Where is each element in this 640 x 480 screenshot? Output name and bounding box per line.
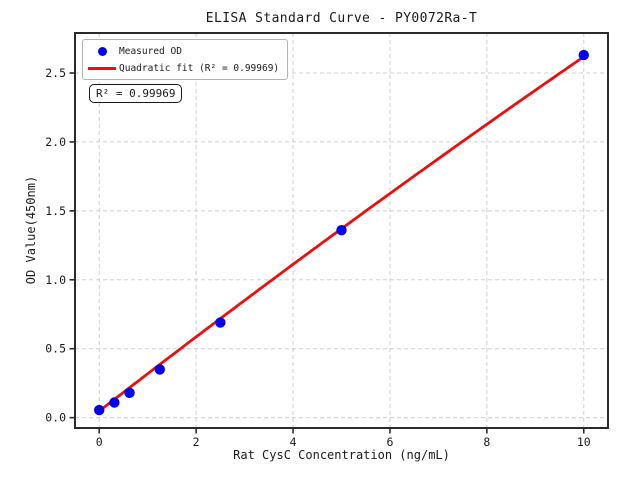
legend-item-quadratic-fit: Quadratic fit (R² = 0.99969) <box>85 61 279 75</box>
x-tick-label: 4 <box>290 435 297 449</box>
y-tick-label: 0.5 <box>45 342 66 356</box>
data-point <box>109 397 120 408</box>
data-point <box>336 224 347 236</box>
x-tick-label: 8 <box>483 435 490 449</box>
scatter-marker-icon <box>97 46 107 56</box>
x-tick-label: 6 <box>386 435 393 449</box>
r-squared-annotation: R² = 0.99969 <box>89 84 183 103</box>
legend: Measured OD Quadratic fit (R² = 0.99969) <box>82 39 289 80</box>
plot-border <box>74 32 609 429</box>
x-tick-label: 0 <box>96 435 103 449</box>
y-tick-label: 0.0 <box>45 411 66 425</box>
chart-title: ELISA Standard Curve - PY0072Ra-T <box>205 11 478 26</box>
y-tick-label: 2.5 <box>45 66 66 80</box>
data-point <box>215 317 226 328</box>
legend-label-measured-od: Measured OD <box>119 45 182 57</box>
data-point <box>578 49 589 61</box>
x-tick-label: 2 <box>193 435 200 449</box>
legend-item-measured-od: Measured OD <box>85 44 279 58</box>
y-tick-label: 1.0 <box>45 273 66 287</box>
y-tick-label: 1.5 <box>45 204 66 218</box>
data-point <box>94 404 105 416</box>
y-axis-label: OD Value(450nm) <box>24 175 38 285</box>
data-point <box>124 387 135 399</box>
legend-label-quadratic-fit: Quadratic fit (R² = 0.99969) <box>119 62 280 74</box>
legend-marker-cell <box>85 66 119 70</box>
x-axis-label: Rat CysC Concentration (ng/mL) <box>233 448 450 462</box>
y-tick-label: 2.0 <box>45 135 66 149</box>
legend-marker-cell <box>85 46 119 56</box>
fit-line-swatch-icon <box>88 66 116 70</box>
x-tick-label: 10 <box>577 435 591 449</box>
data-point <box>154 364 165 375</box>
